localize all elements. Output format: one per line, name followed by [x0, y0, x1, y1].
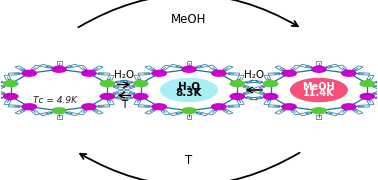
Circle shape	[82, 70, 96, 76]
Circle shape	[3, 81, 18, 87]
Circle shape	[312, 66, 326, 72]
Circle shape	[263, 93, 278, 99]
Circle shape	[212, 104, 226, 110]
Circle shape	[133, 81, 148, 87]
Circle shape	[342, 104, 356, 110]
Text: MeOH: MeOH	[171, 13, 207, 26]
Text: MeOH: MeOH	[303, 82, 335, 92]
Circle shape	[312, 108, 326, 114]
Circle shape	[133, 93, 148, 99]
Circle shape	[152, 70, 166, 76]
Circle shape	[3, 93, 18, 99]
Circle shape	[52, 108, 66, 114]
Text: H₂O: H₂O	[178, 82, 200, 92]
Text: H₂O: H₂O	[244, 70, 264, 80]
Circle shape	[100, 81, 115, 87]
Circle shape	[282, 104, 296, 110]
Circle shape	[182, 108, 196, 114]
Text: Tᴄ = 4.9K: Tᴄ = 4.9K	[33, 96, 77, 105]
Text: T: T	[121, 100, 127, 110]
Circle shape	[22, 70, 36, 76]
Circle shape	[82, 104, 96, 110]
Circle shape	[282, 70, 296, 76]
Circle shape	[360, 93, 375, 99]
Circle shape	[342, 70, 356, 76]
Circle shape	[182, 66, 196, 72]
Circle shape	[161, 78, 217, 102]
Circle shape	[22, 104, 36, 110]
Circle shape	[212, 70, 226, 76]
Text: 8.3K: 8.3K	[176, 88, 202, 98]
Circle shape	[230, 81, 245, 87]
Circle shape	[230, 93, 245, 99]
Text: 11.4K: 11.4K	[303, 88, 335, 98]
Circle shape	[291, 78, 347, 102]
Circle shape	[152, 104, 166, 110]
Circle shape	[360, 81, 375, 87]
Circle shape	[263, 81, 278, 87]
Circle shape	[52, 66, 66, 72]
Text: T: T	[185, 154, 193, 167]
Text: H₂O: H₂O	[114, 70, 134, 80]
Circle shape	[100, 93, 115, 99]
